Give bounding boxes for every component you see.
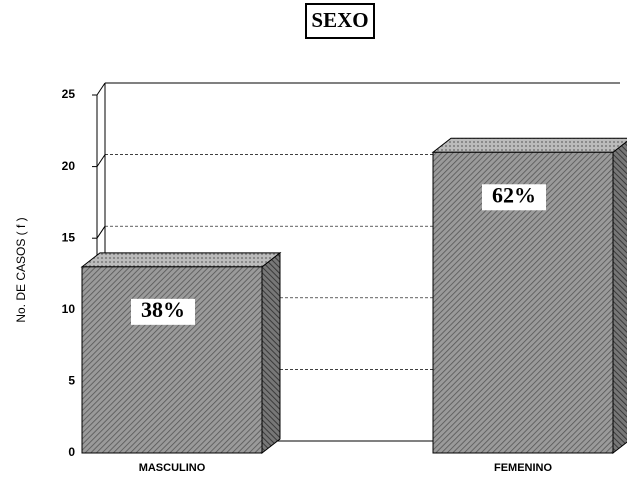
annotation-bg xyxy=(131,298,195,325)
y-axis-label: No. DE CASOS ( f ) xyxy=(14,217,28,322)
y-tick-label: 5 xyxy=(68,374,75,388)
y-tick-label: 15 xyxy=(62,230,76,244)
x-tick-label: FEMENINO xyxy=(494,462,553,474)
title-box xyxy=(305,3,375,39)
y-tick-label: 0 xyxy=(68,445,75,459)
grid-depth xyxy=(96,225,106,239)
annotation-bg xyxy=(482,184,546,211)
bar-top xyxy=(80,252,282,268)
y-tick-label: 25 xyxy=(62,87,76,101)
chart-title: SEXO xyxy=(311,8,368,32)
bar-top xyxy=(431,137,627,153)
grid-depth xyxy=(96,82,106,96)
annotation: 38% xyxy=(141,297,185,322)
y-tick-label: 10 xyxy=(62,302,76,316)
annotation: 62% xyxy=(492,182,536,207)
bar-side xyxy=(261,251,281,455)
x-tick-label: MASCULINO xyxy=(139,462,206,474)
grid-depth xyxy=(96,154,106,167)
bar-side xyxy=(612,140,627,455)
bar xyxy=(81,266,263,454)
y-tick-label: 20 xyxy=(62,159,76,173)
